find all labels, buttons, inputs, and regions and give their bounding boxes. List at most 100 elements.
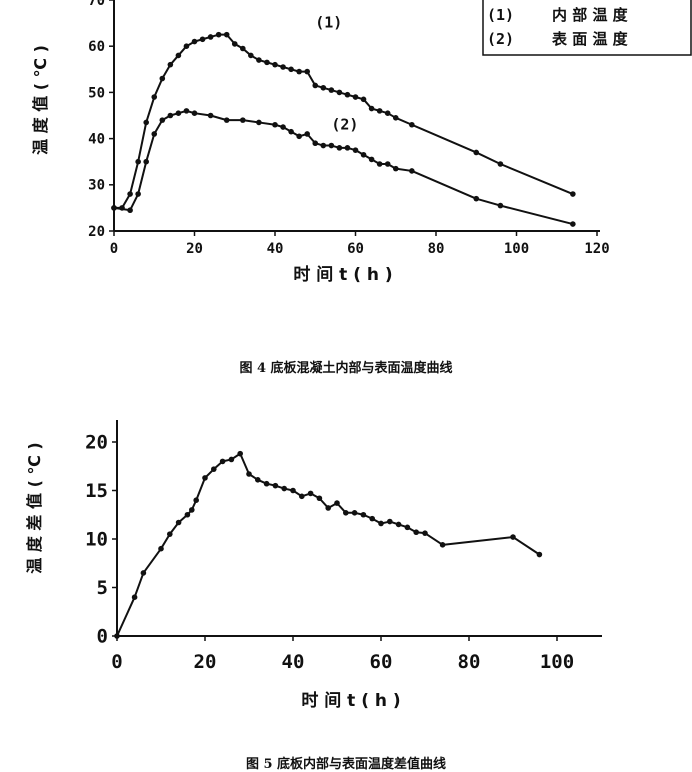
data-point [207, 34, 214, 40]
data-point [360, 151, 367, 158]
data-point [392, 115, 399, 121]
data-point [211, 466, 217, 472]
legend-box [482, 0, 692, 56]
data-point [320, 142, 327, 149]
data-point [263, 480, 270, 487]
data-point [570, 221, 576, 227]
data-point [360, 96, 367, 103]
data-point [299, 493, 305, 500]
data-point [281, 485, 288, 492]
data-point [223, 31, 230, 38]
data-point [184, 511, 191, 518]
data-point [175, 110, 182, 116]
y-axis-label: 温 度 差 值 ( ℃ ) [25, 442, 44, 574]
data-point [111, 205, 117, 211]
x-tick-label: 20 [194, 651, 217, 673]
data-point [320, 84, 327, 91]
data-point [183, 108, 190, 114]
data-point [240, 117, 246, 123]
data-point [135, 191, 141, 197]
data-point [328, 142, 335, 149]
data-point [378, 520, 384, 527]
data-point [376, 108, 383, 114]
data-point [114, 633, 120, 639]
data-point [325, 505, 332, 511]
data-point [207, 112, 214, 119]
data-point [151, 131, 158, 137]
x-tick-label: 20 [186, 241, 203, 257]
data-point [272, 61, 278, 68]
data-point [312, 82, 319, 89]
data-point [360, 511, 367, 518]
data-point [352, 147, 359, 153]
y-tick-label: 15 [85, 480, 108, 502]
data-point [316, 495, 323, 502]
data-point [413, 529, 420, 536]
y-tick-label: 30 [88, 178, 105, 194]
data-point [376, 161, 383, 167]
data-point [368, 105, 375, 112]
data-point [131, 594, 138, 600]
series-line-1 [116, 452, 540, 637]
data-point [175, 52, 182, 59]
data-point [570, 191, 576, 197]
data-point [369, 515, 376, 522]
data-point [392, 165, 399, 172]
data-point [127, 191, 133, 197]
data-point [199, 36, 206, 43]
data-point [497, 202, 504, 209]
data-point [272, 121, 278, 128]
data-point [158, 545, 164, 552]
data-point [344, 145, 351, 151]
series-line-1 [114, 33, 574, 209]
x-tick-label: 80 [428, 241, 445, 257]
y-tick-label: 40 [88, 132, 105, 148]
data-point [536, 551, 543, 558]
data-point [409, 168, 415, 174]
data-point [215, 31, 222, 38]
x-tick-label: 60 [370, 651, 393, 673]
data-point [384, 161, 391, 167]
data-point [334, 500, 340, 506]
data-point [510, 534, 516, 540]
data-point [254, 477, 261, 483]
data-point [272, 482, 279, 489]
data-point [280, 124, 286, 130]
data-point [256, 57, 262, 63]
data-point [143, 158, 149, 165]
figure-5-caption: 图 5 底板内部与表面温度差值曲线 [245, 757, 447, 772]
data-point [248, 52, 254, 59]
y-tick-label: 10 [85, 529, 108, 551]
data-point [140, 570, 147, 576]
temperature-difference-chart: 0 20 40 60 80 100 0 5 10 15 20 时 间 t ( h ) 温 度 差 值 (… [25, 420, 602, 711]
x-axis-label: 时 间 t ( h ) [301, 690, 400, 711]
data-point [193, 497, 199, 503]
data-point [387, 518, 393, 525]
y-axis-label: 温 度 值 ( ℃ ) [31, 45, 50, 156]
data-point [135, 158, 141, 165]
data-point [328, 87, 335, 93]
data-point [336, 89, 343, 96]
data-point [368, 156, 375, 163]
data-point [307, 490, 314, 497]
data-point [175, 519, 182, 526]
data-point [223, 117, 230, 123]
data-point [159, 75, 166, 82]
y-tick-label: 60 [88, 39, 105, 55]
data-point [191, 110, 198, 116]
data-point [395, 521, 402, 528]
data-point [143, 119, 149, 126]
legend: (1) 内 部 温 度 (2) 表 面 温 度 [482, 0, 692, 56]
data-point [191, 38, 198, 45]
x-tick-label: 120 [584, 241, 609, 257]
legend-label: 表 面 温 度 [552, 30, 629, 48]
data-point [296, 68, 302, 75]
data-point [219, 458, 226, 465]
data-point [473, 195, 480, 202]
x-tick-label: 40 [282, 651, 305, 673]
data-point [237, 450, 243, 457]
data-point [127, 207, 133, 214]
data-point [159, 117, 166, 123]
data-point [343, 510, 349, 516]
data-point [167, 61, 174, 68]
